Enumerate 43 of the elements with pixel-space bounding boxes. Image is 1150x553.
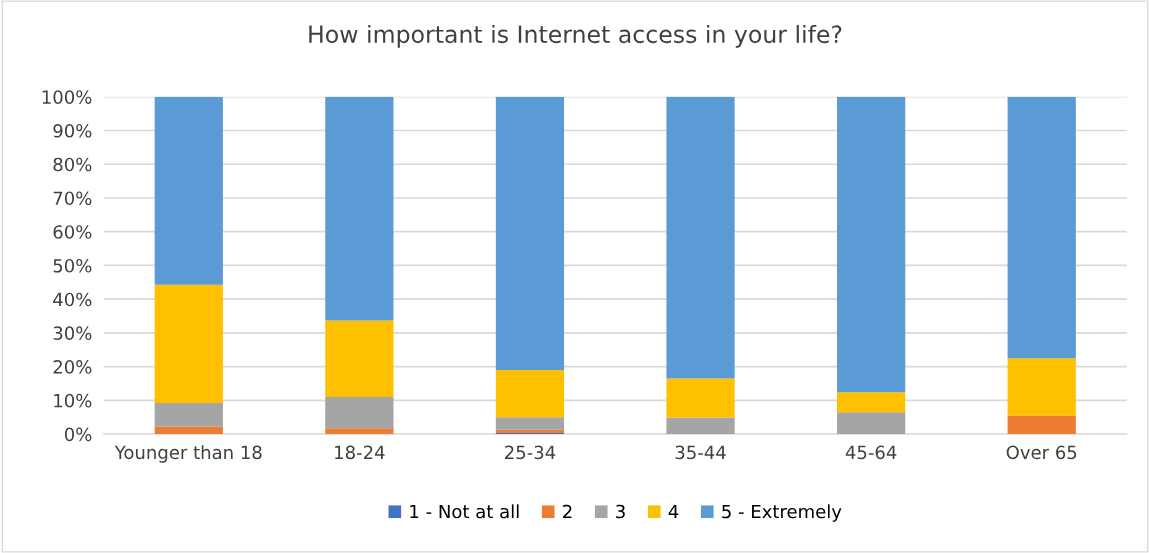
bar [495, 370, 565, 418]
bar [154, 426, 223, 435]
y-tick-label: 0% [64, 427, 92, 442]
bar [1007, 415, 1076, 435]
x-tick-label: 45-64 [845, 445, 897, 460]
x-tick-label: Younger than 18 [114, 445, 262, 463]
legend-label: 1 - Not at all [410, 504, 519, 519]
bar [325, 320, 394, 397]
chart-title: How important is Internet access in your life? [309, 24, 842, 48]
bar [154, 284, 223, 404]
legend-label: 2 [563, 504, 572, 519]
y-tick-label: 90% [53, 123, 92, 138]
bar [325, 96, 394, 321]
bar [495, 96, 565, 371]
x-tick-label: 18-24 [335, 445, 385, 460]
bar [1007, 358, 1076, 416]
y-tick-label: 60% [53, 225, 92, 239]
bar [154, 96, 223, 285]
y-tick-label: 10% [54, 393, 92, 408]
bar [325, 397, 394, 429]
y-tick-label: 40% [53, 292, 92, 307]
x-tick-label: Over 65 [1006, 445, 1077, 460]
x-tick-label: 35-44 [675, 445, 726, 460]
bar [1007, 96, 1076, 359]
bar [837, 412, 906, 435]
y-tick-label: 50% [53, 258, 92, 273]
y-tick-label: 70% [53, 191, 92, 206]
legend-label: 5 - Extremely [722, 504, 842, 522]
bar [666, 417, 735, 435]
legend-label: 3 [616, 504, 625, 519]
y-tick-label: 20% [53, 360, 92, 374]
bar [837, 96, 906, 393]
x-tick-label: 25-34 [505, 445, 556, 460]
y-tick-label: 100% [42, 90, 92, 104]
bar [495, 417, 565, 430]
bar [666, 378, 735, 418]
bar [154, 403, 223, 427]
legend-label: 4 [668, 504, 679, 519]
bar [325, 428, 394, 435]
bar [837, 392, 906, 413]
y-tick-label: 30% [53, 326, 92, 341]
bar [666, 96, 735, 379]
y-tick-label: 80% [53, 157, 92, 172]
